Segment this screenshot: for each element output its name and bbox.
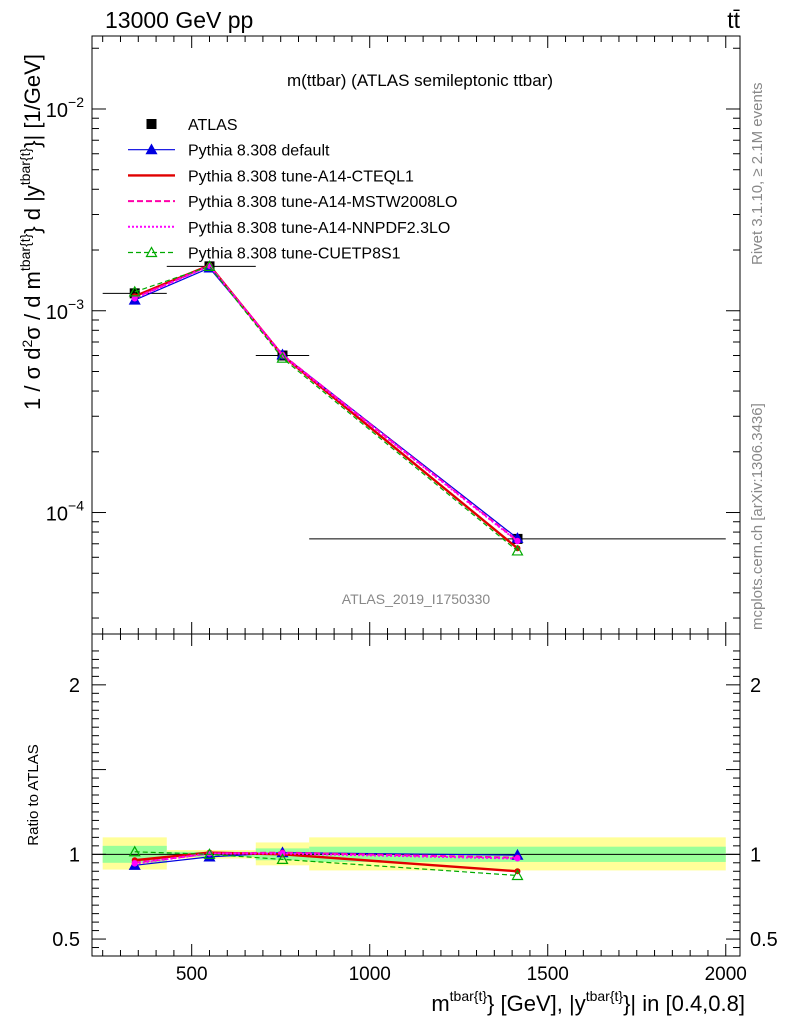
ratio-series-4-point — [128, 845, 141, 857]
main-ylabel: 1 / σ d2σ / d mtbar{t}} d |ytbar{t}}| [1… — [17, 54, 45, 410]
chart-watermark: ATLAS_2019_I1750330 — [342, 591, 491, 607]
ratio-y-tick-label: 2 — [69, 675, 80, 697]
ratio-series-4-line — [134, 851, 518, 877]
ratio-series-0-line — [134, 852, 518, 866]
y-tick-label: 10−2 — [46, 94, 84, 122]
ratio-y-tick-label-right: 2 — [750, 675, 761, 697]
y-tick-label: 10−3 — [46, 296, 84, 324]
main-series-4-point — [203, 260, 216, 271]
ratio-series-4-point — [276, 853, 289, 865]
x-tick-label: 1500 — [527, 964, 569, 985]
legend-label: Pythia 8.308 default — [188, 143, 330, 160]
legend-label: Pythia 8.308 tune-A14-NNPDF2.3LO — [188, 220, 450, 237]
legend-label: Pythia 8.308 tune-A14-CTEQL1 — [188, 168, 414, 185]
main-series-3-line — [134, 264, 519, 543]
main-series-4-point — [128, 285, 141, 297]
xlabel: mtbar{t}} [GeV], |ytbar{t}}| in [0.4,0.8… — [431, 988, 745, 1016]
main-series-0-line — [134, 267, 518, 539]
legend-marker-0 — [145, 143, 158, 155]
ratio-frame — [91, 633, 741, 957]
main-series-4-line — [134, 265, 518, 552]
ratio-series-4-point — [203, 848, 216, 859]
y-tick-label: 10−4 — [46, 498, 84, 526]
main-series-2-line — [134, 264, 519, 542]
chart-title: m(ttbar) (ATLAS semileptonic ttbar) — [287, 71, 553, 90]
x-tick-label: 2000 — [705, 964, 747, 985]
main-series-1-line — [134, 263, 519, 550]
ratio-y-tick-label: 0.5 — [52, 929, 80, 951]
main-series-3-point — [131, 295, 138, 302]
main-series-4-point — [276, 351, 289, 363]
ratio-y-tick-label-right: 0.5 — [750, 929, 778, 951]
legend-label: Pythia 8.308 tune-A14-MSTW2008LO — [188, 194, 457, 211]
ratio-series-3-line — [134, 852, 518, 865]
header-left: 13000 GeV pp — [105, 7, 253, 33]
ratio-ylabel: Ratio to ATLAS — [25, 744, 42, 845]
header-right: tt̄ — [727, 7, 740, 33]
legend-label: Pythia 8.308 tune-CUETP8S1 — [188, 246, 401, 263]
ratio-series-3-point — [131, 860, 138, 867]
x-tick-label: 1000 — [349, 964, 391, 985]
ratio-y-tick-label-right: 1 — [750, 844, 761, 866]
mcplots-label: mcplots.cern.ch [arXiv:1306.3436] — [749, 403, 766, 630]
legend-marker-atlas — [146, 119, 157, 129]
ratio-y-tick-label: 1 — [69, 844, 80, 866]
x-tick-label: 500 — [176, 964, 208, 985]
main-series-4-point — [511, 544, 524, 556]
legend: ATLAS Pythia 8.308 default Pythia 8.308 tu… — [128, 117, 457, 263]
ratio-series-4-point — [511, 869, 524, 881]
main-panel: 10−4 10−3 10−2 — [46, 35, 741, 635]
ratio-series-3-point — [514, 855, 521, 862]
rivet-label: Rivet 3.1.10, ≥ 2.1M events — [749, 83, 766, 266]
legend-marker-4 — [145, 246, 158, 258]
main-series-3-point — [514, 538, 521, 545]
legend-label: ATLAS — [188, 117, 238, 134]
